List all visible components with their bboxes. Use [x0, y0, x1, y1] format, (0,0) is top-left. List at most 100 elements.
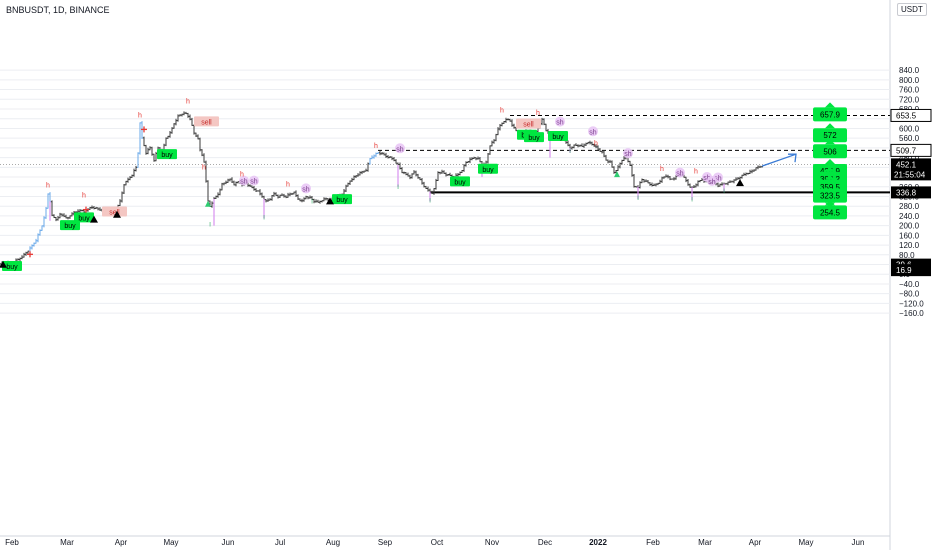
x-tick-label: Mar: [60, 538, 74, 547]
buy-label-box: [450, 176, 470, 187]
support-price-badge-box: [891, 186, 931, 199]
x-tick-label: Apr: [115, 538, 128, 547]
y-tick-label: 80.0: [899, 251, 915, 260]
buy-label-box: [2, 260, 22, 271]
green-triangle-marker: [205, 200, 211, 207]
x-tick-label: Mar: [698, 538, 712, 547]
y-tick-label: 160.0: [899, 231, 920, 240]
axis-price-badge-box: [891, 264, 931, 277]
buy-label: buy: [482, 167, 494, 174]
triangle-marker: [113, 210, 121, 218]
sh-label: sh: [240, 179, 248, 186]
sh-label: sh: [703, 175, 711, 182]
buy-label-box: [157, 149, 177, 160]
level-price-badge: 509.7: [896, 146, 917, 155]
x-tick-label: Feb: [5, 538, 19, 547]
x-tick-label: Sep: [378, 538, 393, 547]
y-tick-label: 200.0: [899, 222, 920, 231]
level-price-badge-box: [890, 108, 932, 122]
y-tick-label: −120.0: [899, 299, 924, 308]
target-badge-pointer: [825, 200, 835, 206]
target-badge: [813, 128, 847, 143]
sell-label: sell: [109, 210, 120, 217]
high-marker: h: [202, 164, 206, 171]
high-marker: h: [374, 143, 378, 150]
buy-label-box: [60, 220, 80, 231]
projection-arrow: [761, 153, 797, 167]
sh-label: sh: [676, 171, 684, 178]
support-price-badge: 336.8: [896, 188, 917, 197]
sh-label: sh: [624, 151, 632, 158]
high-marker: h: [500, 108, 504, 115]
chart-title: BNBUSDT, 1D, BINANCE: [6, 5, 110, 15]
x-tick-label: May: [798, 538, 813, 547]
buy-label-box: [478, 163, 498, 174]
projection-arrow-head: [788, 153, 797, 163]
level-price-badge-box: [890, 143, 932, 157]
countdown-label: 21:55:04: [894, 170, 926, 179]
buy-label-box: [548, 130, 568, 141]
high-marker: h: [660, 166, 664, 173]
sh-label: sh: [714, 175, 722, 182]
current-price-label: 452.1: [896, 160, 917, 169]
x-tick-label: May: [163, 538, 178, 547]
x-tick-label: Apr: [749, 538, 762, 547]
y-tick-label: 760.0: [899, 86, 920, 95]
high-marker: h: [536, 110, 540, 117]
sh-label: sh: [250, 179, 258, 186]
y-tick-label: 840.0: [899, 66, 920, 75]
sh-label: sh: [556, 120, 564, 127]
currency-button[interactable]: USDT: [897, 3, 927, 16]
target-badge-label: 572: [823, 131, 837, 140]
level-price-badge: 653.5: [896, 111, 917, 120]
high-marker: h: [138, 113, 142, 120]
sh-label: sh: [589, 129, 597, 136]
y-tick-label: 560.0: [899, 134, 920, 143]
sell-label: sell: [523, 122, 534, 129]
signal-markers: buybuybuybuybuybuybuybuybuybuysellsellse…: [0, 99, 797, 271]
high-marker: h: [286, 181, 290, 188]
sh-label-bg: [588, 126, 598, 137]
y-tick-label: 280.0: [899, 202, 920, 211]
target-badge: [813, 188, 847, 203]
sh-label: sh: [708, 179, 716, 186]
x-tick-label: Aug: [326, 538, 340, 547]
sell-label-box: [194, 116, 219, 127]
target-badge-label: 506: [823, 147, 837, 156]
y-tick-label: 600.0: [899, 124, 920, 133]
sh-label-bg: [249, 175, 259, 186]
buy-label: buy: [6, 264, 18, 271]
buy-label: buy: [454, 179, 466, 186]
sell-label: sell: [201, 119, 212, 126]
green-triangle-marker: [614, 171, 620, 178]
buy-label-box: [332, 194, 352, 205]
target-badge: [813, 107, 847, 122]
triangle-marker: [736, 179, 744, 187]
high-marker: h: [186, 99, 190, 106]
level-lines: [0, 114, 890, 194]
sh-label: sh: [396, 146, 404, 153]
axis-price-badge: 16.9: [896, 266, 912, 275]
target-badge: [813, 144, 847, 159]
y-tick-label: 120.0: [899, 241, 920, 250]
low-marker: l: [723, 189, 724, 195]
x-tick-label: Nov: [485, 538, 499, 547]
target-badge-pointer: [825, 158, 835, 164]
y-tick-label: 800.0: [899, 76, 920, 85]
buy-label-box: [524, 132, 544, 143]
buy-label: buy: [528, 135, 540, 142]
target-badge: [813, 205, 847, 220]
y-tick-label: −160.0: [899, 309, 924, 318]
low-marker: l: [397, 185, 398, 191]
high-marker: h: [594, 140, 598, 147]
y-tick-label: 720.0: [899, 95, 920, 104]
triangle-marker: [90, 215, 98, 223]
sh-label-bg: [707, 175, 717, 186]
sh-label-bg: [555, 116, 565, 127]
grid-lines: [0, 0, 891, 550]
high-marker: h: [694, 168, 698, 175]
buy-label: buy: [336, 197, 348, 204]
high-marker: h: [82, 193, 86, 200]
